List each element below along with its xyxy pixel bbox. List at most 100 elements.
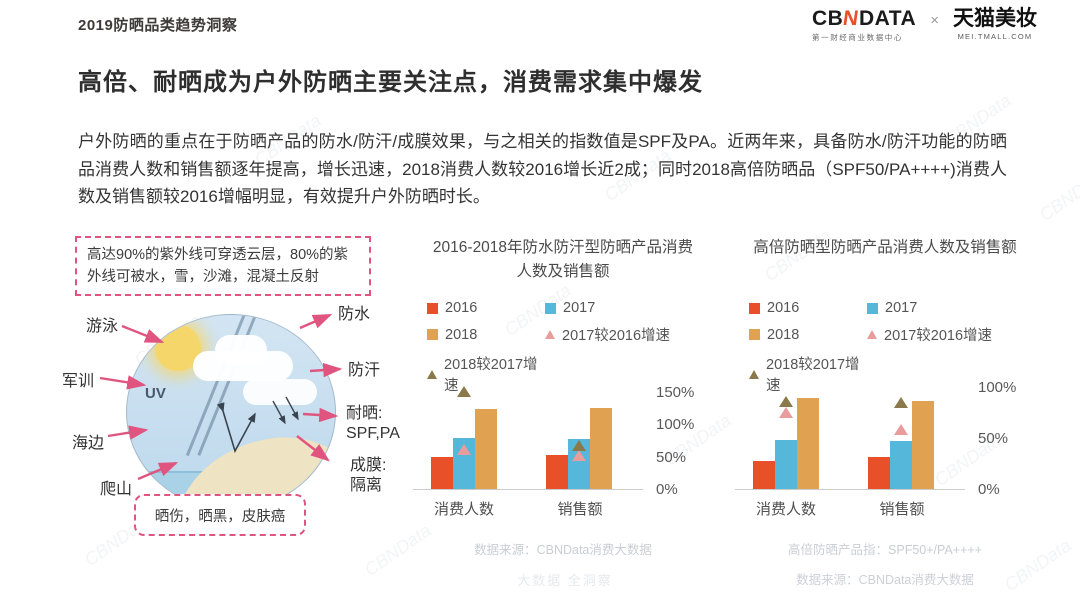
chart-footnote-1: 高倍防晒产品指：SPF50+/PA++++ — [788, 543, 982, 557]
legend-item: 2018 — [427, 324, 545, 345]
legend-item: 2017较2016增速 — [545, 324, 715, 345]
legend-label: 2018较2017增速 — [766, 357, 860, 394]
uv-label: UV — [145, 385, 166, 402]
chart-source-note: 数据来源：CBNData消费大数据 — [474, 543, 652, 557]
bar-2016 — [431, 456, 453, 489]
chart-highspf-sunscreen: 高倍防晒型防晒产品消费人数及销售额 2016 2017 2018 2017较2016增… — [735, 236, 1035, 601]
uv-fact-note: 高达90%的紫外线可穿透云层，80%的紫外线可被水，雪，沙滩，混凝土反射 — [75, 236, 371, 296]
legend-label: 2017较2016增速 — [884, 328, 993, 344]
y-axis-label: 50% — [656, 448, 687, 466]
legend-item: 2018较2017增速 — [749, 353, 867, 395]
protection-label-spf: 耐晒: SPF,PA — [346, 405, 400, 442]
category-label: 消费人数 — [755, 501, 817, 518]
growth-marker-icon — [779, 406, 793, 418]
protection-label-film: 成膜: 隔离 — [350, 457, 387, 494]
chart-plot-area: 100% 50% 0% — [735, 379, 1035, 498]
legend-marker-icon — [427, 369, 437, 379]
legend-item: 2017较2016增速 — [867, 324, 1037, 345]
legend-item: 2016 — [427, 300, 545, 316]
intro-paragraph: 户外防晒的重点在于防晒产品的防水/防汗/成膜效果，与之相关的指数值是SPF及PA… — [78, 132, 1007, 206]
bar-2017 — [890, 441, 912, 489]
activity-label-military: 军训 — [62, 373, 95, 390]
legend-marker-icon — [427, 329, 438, 340]
y-axis-label: 150% — [656, 383, 695, 401]
legend-label: 2018较2017增速 — [444, 357, 538, 394]
y-axis: 100% 50% 0% — [978, 379, 1035, 498]
bar-2017 — [775, 440, 797, 489]
category-label: 销售额 — [557, 501, 603, 518]
growth-marker-icon — [457, 385, 471, 397]
legend-item: 2018 — [749, 324, 867, 345]
legend-marker-icon — [545, 302, 556, 314]
tmall-subtitle: MEI.TMALL.COM — [957, 32, 1033, 41]
bar-group — [753, 385, 819, 489]
growth-marker-icon — [572, 439, 586, 451]
activity-label-swimming: 游泳 — [86, 318, 119, 335]
growth-marker-icon — [779, 396, 793, 408]
legend-marker-icon — [749, 302, 760, 314]
cbndata-wordmark: CBNDATA — [812, 7, 917, 30]
chart-legend: 2016 2017 2018 2017较2016增速 2018较2017增速 — [427, 300, 715, 395]
protection-label-sweatproof: 防汗 — [348, 362, 381, 379]
chart-waterproof-sunscreen: 2016-2018年防水防汗型防晒产品消费人数及销售额 2016 2017 2018… — [413, 236, 713, 601]
activity-label-hiking: 爬山 — [100, 481, 133, 498]
chart-plot — [735, 385, 965, 490]
chart-legend: 2016 2017 2018 2017较2016增速 2018较2017增速 — [749, 300, 1037, 395]
x-axis-categories: 消费人数 销售额 — [735, 498, 965, 518]
header-logos: CBNDATA 第一财经商业数据中心 × 天猫美妆 MEI.TMALL.COM — [812, 7, 1037, 43]
cbndata-subtitle: 第一财经商业数据中心 — [812, 33, 903, 42]
legend-label: 2018 — [445, 326, 478, 343]
cloud-icon — [193, 351, 293, 381]
bar-group — [431, 385, 497, 489]
bar-2016 — [753, 461, 775, 489]
legend-marker-icon — [545, 330, 555, 339]
y-axis: 150% 100% 50% 0% — [656, 383, 713, 499]
growth-marker-icon — [894, 397, 908, 409]
category-label: 销售额 — [879, 501, 925, 518]
bar-2018 — [797, 398, 819, 489]
protection-label-waterproof: 防水 — [338, 306, 371, 323]
multiply-icon: × — [930, 12, 939, 29]
growth-marker-icon — [894, 423, 908, 435]
legend-label: 2016 — [767, 300, 800, 316]
y-axis-label: 0% — [978, 481, 1000, 498]
legend-label: 2017 — [885, 300, 918, 316]
legend-marker-icon — [867, 302, 878, 314]
y-axis-label: 50% — [978, 430, 1009, 448]
tmall-beauty-logo: 天猫美妆 MEI.TMALL.COM — [953, 7, 1037, 42]
tmall-wordmark: 天猫美妆 — [953, 7, 1037, 30]
bar-2018 — [475, 409, 497, 489]
uv-scene-circle: UV — [126, 314, 336, 510]
category-label: 消费人数 — [433, 501, 495, 518]
x-axis-categories: 消费人数 销售额 — [413, 498, 643, 518]
bar-2016 — [546, 455, 568, 489]
chart-source-note: 数据来源：CBNData消费大数据 — [796, 573, 974, 587]
page-title: 高倍、耐晒成为户外防晒主要关注点，消费需求集中爆发 — [78, 69, 703, 96]
growth-marker-icon — [457, 444, 471, 456]
chart-plot — [413, 385, 643, 490]
bar-2018 — [590, 407, 612, 489]
y-axis-label: 0% — [656, 481, 678, 498]
report-tag: 2019防晒品类趋势洞察 — [78, 17, 238, 34]
legend-item: 2016 — [749, 300, 867, 316]
legend-label: 2018 — [767, 326, 800, 343]
legend-item: 2017 — [545, 300, 715, 316]
growth-marker-icon — [572, 450, 586, 462]
legend-marker-icon — [749, 329, 760, 340]
cbndata-logo: CBNDATA 第一财经商业数据中心 — [812, 7, 917, 43]
legend-marker-icon — [427, 302, 438, 314]
y-axis-label: 100% — [656, 416, 695, 433]
bar-group — [868, 385, 934, 489]
legend-label: 2016 — [445, 300, 478, 316]
bar-2018 — [912, 401, 934, 489]
bar-group — [546, 385, 612, 489]
uv-illustration: 高达90%的紫外线可穿透云层，80%的紫外线可被水，雪，沙滩，混凝土反射 UV — [58, 228, 408, 558]
bar-2016 — [868, 457, 890, 489]
cbndata-n-letter: N — [841, 7, 861, 30]
legend-marker-icon — [867, 330, 877, 339]
y-axis-label: 100% — [978, 379, 1017, 397]
activity-label-seaside: 海边 — [72, 435, 105, 452]
legend-marker-icon — [749, 369, 759, 379]
chart-title: 高倍防晒型防晒产品消费人数及销售额 — [753, 239, 1017, 256]
